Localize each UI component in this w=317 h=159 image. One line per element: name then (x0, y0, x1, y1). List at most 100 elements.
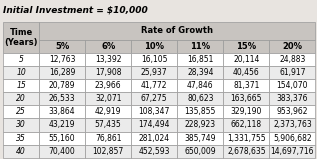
Text: 16,289: 16,289 (49, 68, 75, 77)
Bar (131, 92, 177, 105)
Bar (223, 53, 269, 66)
Bar (3, 53, 39, 66)
Text: 2,678,635: 2,678,635 (227, 147, 266, 156)
Bar (39, 131, 85, 145)
Bar (131, 145, 177, 158)
Bar (3, 145, 39, 158)
Bar (131, 40, 177, 53)
Bar (85, 66, 131, 79)
Bar (223, 92, 269, 105)
Text: 40,456: 40,456 (233, 68, 260, 77)
Text: 329,190: 329,190 (231, 107, 262, 116)
Bar (269, 92, 315, 105)
Bar (223, 105, 269, 118)
Bar (177, 145, 223, 158)
Bar (3, 92, 39, 105)
Text: 20,789: 20,789 (49, 81, 75, 90)
Text: 67,275: 67,275 (141, 94, 167, 103)
Text: 70,400: 70,400 (49, 147, 75, 156)
Bar (85, 92, 131, 105)
Text: 32,071: 32,071 (95, 94, 121, 103)
Bar (223, 66, 269, 79)
Bar (223, 131, 269, 145)
Text: 15: 15 (16, 81, 26, 90)
Bar (85, 53, 131, 66)
Bar (39, 92, 85, 105)
Bar (39, 53, 85, 66)
Text: 26,533: 26,533 (49, 94, 75, 103)
Text: 452,593: 452,593 (139, 147, 170, 156)
Bar (85, 40, 131, 53)
Bar (269, 79, 315, 92)
Bar (269, 145, 315, 158)
Text: 163,665: 163,665 (230, 94, 262, 103)
Bar (85, 145, 131, 158)
Bar (3, 66, 39, 79)
Bar (269, 105, 315, 118)
Bar (39, 40, 85, 53)
Bar (3, 22, 39, 53)
Text: 5: 5 (19, 55, 23, 64)
Bar (177, 53, 223, 66)
Text: 383,376: 383,376 (277, 94, 308, 103)
Bar (269, 40, 315, 53)
Text: 25: 25 (16, 107, 26, 116)
Text: 11%: 11% (190, 42, 210, 51)
Text: 20%: 20% (282, 42, 302, 51)
Text: 13,392: 13,392 (95, 55, 121, 64)
Bar (39, 66, 85, 79)
Bar (39, 118, 85, 131)
Text: 61,917: 61,917 (279, 68, 306, 77)
Text: 43,219: 43,219 (49, 121, 75, 129)
Bar (131, 105, 177, 118)
Bar (223, 118, 269, 131)
Text: Initial Investment = $10,000: Initial Investment = $10,000 (3, 6, 148, 15)
Text: 20: 20 (16, 94, 26, 103)
Text: 12,763: 12,763 (49, 55, 75, 64)
Bar (3, 105, 39, 118)
Text: 57,435: 57,435 (95, 121, 121, 129)
Bar (3, 118, 39, 131)
Text: 23,966: 23,966 (95, 81, 121, 90)
Text: 5,906,682: 5,906,682 (273, 134, 312, 143)
Text: 1,331,755: 1,331,755 (227, 134, 266, 143)
Text: 650,009: 650,009 (184, 147, 216, 156)
Bar (3, 79, 39, 92)
Text: 76,861: 76,861 (95, 134, 121, 143)
Bar (269, 131, 315, 145)
Text: 25,937: 25,937 (141, 68, 167, 77)
Text: 15%: 15% (236, 42, 256, 51)
Bar (177, 92, 223, 105)
Bar (269, 66, 315, 79)
Bar (177, 118, 223, 131)
Text: Rate of Growth: Rate of Growth (141, 26, 213, 35)
Text: 41,772: 41,772 (141, 81, 167, 90)
Text: 16,851: 16,851 (187, 55, 213, 64)
Text: 14,697,716: 14,697,716 (271, 147, 314, 156)
Text: 102,857: 102,857 (93, 147, 124, 156)
Bar (3, 131, 39, 145)
Text: 135,855: 135,855 (184, 107, 216, 116)
Text: 47,846: 47,846 (187, 81, 214, 90)
Bar (177, 79, 223, 92)
Text: 281,024: 281,024 (139, 134, 170, 143)
Text: 24,883: 24,883 (279, 55, 306, 64)
Bar (39, 79, 85, 92)
Text: 6%: 6% (101, 42, 115, 51)
Text: 17,908: 17,908 (95, 68, 121, 77)
Text: 33,864: 33,864 (49, 107, 75, 116)
Bar (177, 40, 223, 53)
Bar (269, 53, 315, 66)
Bar (85, 79, 131, 92)
Text: 42,919: 42,919 (95, 107, 121, 116)
Bar (131, 79, 177, 92)
Bar (223, 40, 269, 53)
Bar (223, 79, 269, 92)
Text: 55,160: 55,160 (49, 134, 75, 143)
Text: 2,373,763: 2,373,763 (273, 121, 312, 129)
Bar (85, 118, 131, 131)
Text: 20,114: 20,114 (233, 55, 260, 64)
Bar (177, 66, 223, 79)
Text: 228,923: 228,923 (185, 121, 216, 129)
Bar (85, 131, 131, 145)
